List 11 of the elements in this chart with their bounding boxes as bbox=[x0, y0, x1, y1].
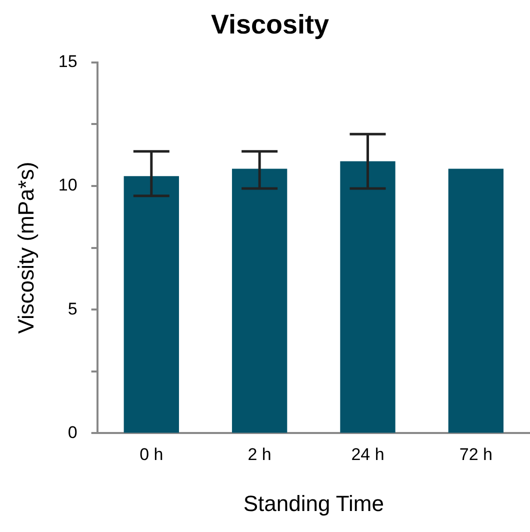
x-axis-title: Standing Time bbox=[243, 490, 384, 516]
y-axis-title: Viscosity (mPa*s) bbox=[13, 162, 38, 334]
y-tick-label: 10 bbox=[58, 176, 78, 195]
chart-title: Viscosity bbox=[210, 10, 330, 40]
y-tick-label: 0 bbox=[68, 422, 78, 442]
x-tick-label: 72 h bbox=[459, 445, 492, 464]
x-tick-label: 2 h bbox=[248, 445, 272, 464]
x-tick-label: 24 h bbox=[351, 445, 384, 464]
y-tick-label: 15 bbox=[58, 52, 78, 72]
y-tick-label: 5 bbox=[68, 299, 78, 318]
x-tick-label: 0 h bbox=[140, 445, 164, 464]
